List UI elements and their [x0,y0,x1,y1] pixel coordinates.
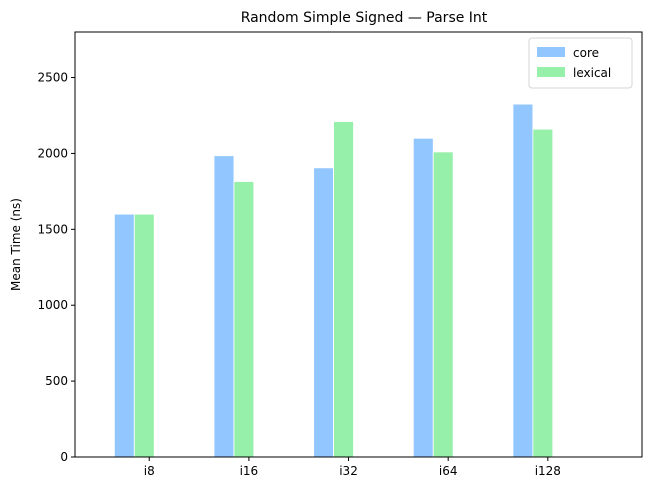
x-tick-label: i32 [339,464,358,478]
legend-swatch-core [537,47,565,57]
y-tick-label: 0 [60,450,68,464]
legend: core lexical [528,37,633,89]
bar-core-i64 [412,137,434,458]
bar-lexical-i32 [333,121,354,458]
bar-core-i32 [313,167,334,458]
bar-lexical-i64 [432,151,454,458]
legend-label-core: core [573,46,599,60]
bar-lexical-i128 [532,128,554,458]
bar-lexical-i16 [233,181,255,458]
axes-frame [74,31,643,458]
bar-lexical-i8 [133,213,155,458]
y-tick-label: 2500 [37,71,68,85]
legend-swatch-lexical [537,67,565,77]
x-tick-label: i64 [439,464,458,478]
bar-core-i16 [213,155,235,458]
y-tick-label: 1000 [37,298,68,312]
y-tick-label: 1500 [37,222,68,236]
bar-core-i128 [512,103,534,458]
plot-area: 0 500 1000 1500 2000 2500 i8 i16 i32 i64 i128 [37,31,643,478]
x-tick-label: i128 [535,464,561,478]
legend-label-lexical: lexical [573,66,611,80]
x-tick-label: i16 [240,464,259,478]
y-tick-label: 500 [45,374,68,388]
bar-core-i8 [113,213,135,458]
x-tick-label: i8 [144,464,155,478]
y-axis-label: Mean Time (ns) [9,198,23,291]
chart-title: Random Simple Signed — Parse Int [241,10,488,26]
y-tick-label: 2000 [37,146,68,160]
